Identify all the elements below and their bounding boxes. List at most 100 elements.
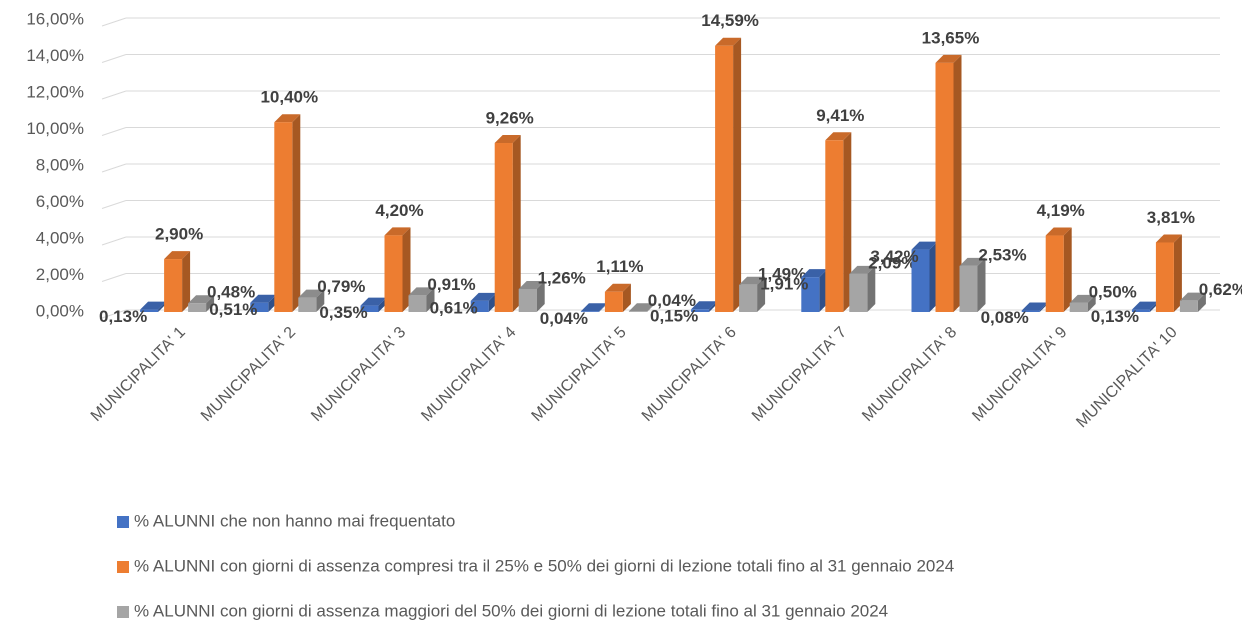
bar-top [494,135,521,144]
x-tick-label: MUNICIPALITA' 9 [969,324,1070,425]
bar-front [188,303,207,312]
grid-line [101,200,127,209]
bar-front [1069,302,1088,312]
data-label: 14,59% [701,11,759,30]
data-label: 1,91% [760,275,808,294]
y-tick-label: 8,00% [36,155,84,174]
grid-line [101,90,127,100]
bar-top [384,227,411,236]
bar-side [646,303,655,312]
bar-top [1045,227,1072,236]
bar-front [604,291,623,312]
bar-front [164,259,183,312]
data-label: 3,81% [1147,208,1195,227]
y-tick-label: 4,00% [36,228,84,247]
data-label: 0,13% [1091,307,1139,326]
bar-front [518,289,537,312]
bar-front [1045,235,1064,312]
bar [604,283,631,312]
data-label: 9,26% [486,108,534,127]
bar-top [470,292,497,301]
bar-side [512,135,521,312]
data-label: 0,62% [1199,280,1242,299]
y-tick-label: 14,00% [26,46,84,65]
bar-top [1179,292,1206,301]
bar-top [408,287,435,296]
bar-side [757,276,766,312]
x-tick-label: MUNICIPALITA' 1 [88,324,189,425]
bar-front [959,265,978,312]
bar-top [250,294,277,303]
bar-top [298,289,325,298]
data-label: 0,15% [650,307,698,326]
grid-line [101,236,127,246]
bar-side [843,132,852,312]
bar-side [733,37,742,313]
bar-front [298,297,317,312]
bar [715,37,742,313]
bar-top [628,303,655,312]
grid-line [101,127,127,136]
bar-front [470,300,489,312]
bar-top [739,276,766,285]
data-label: 0,13% [99,307,147,326]
bar-front [1155,242,1174,312]
data-label: 0,35% [319,303,367,322]
data-label: 13,65% [922,28,980,47]
bar [494,135,521,312]
data-label: 0,04% [540,309,588,328]
bar-side [292,114,301,312]
bar-front [1021,310,1040,312]
bar-front [250,302,269,312]
grid-line [101,309,127,319]
bar-side [1063,227,1072,312]
bar [959,257,986,312]
grid-line [101,54,127,63]
bar-front [408,295,427,312]
bar-side [182,251,191,312]
bar-side [953,54,962,312]
data-label: 1,11% [596,257,643,276]
y-tick-label: 2,00% [36,265,84,284]
bar-side [402,227,411,312]
bar-side [867,265,876,312]
bar-side [206,295,215,312]
bar-front [1131,309,1150,312]
bar [188,295,215,312]
bar-top [801,269,828,278]
bar-top [1069,294,1096,303]
x-tick-label: MUNICIPALITA' 5 [529,324,630,425]
data-label: 1,26% [538,268,586,287]
bar-top [140,301,167,310]
bar-front [911,249,930,312]
y-tick-label: 12,00% [26,82,84,101]
x-tick-label: MUNICIPALITA' 8 [859,324,960,425]
bar-front [140,309,159,312]
bar [384,227,411,312]
y-tick-label: 0,00% [36,301,84,320]
bar-top [849,265,876,274]
bar [1179,292,1206,312]
bar-front [849,273,868,312]
data-label: 4,19% [1037,201,1085,220]
data-label: 0,50% [1089,282,1137,301]
data-label: 0,08% [981,308,1029,327]
data-label: 4,20% [375,201,423,220]
bar [298,289,325,312]
bar-top [274,114,301,123]
bar-top [164,251,191,260]
data-label: 0,91% [427,275,475,294]
data-label: 0,61% [430,298,478,317]
bar-front [935,62,954,313]
y-tick-label: 6,00% [36,192,84,211]
legend-label: % ALUNNI con giorni di assenza maggiori … [134,601,888,620]
data-label: 0,51% [209,300,257,319]
legend-swatch [117,606,129,618]
bar [274,114,301,312]
x-tick-label: MUNICIPALITA' 10 [1073,324,1181,432]
data-label: 2,53% [978,245,1026,264]
bar [408,287,435,312]
bar-front [384,235,403,312]
grid-line [101,273,127,282]
